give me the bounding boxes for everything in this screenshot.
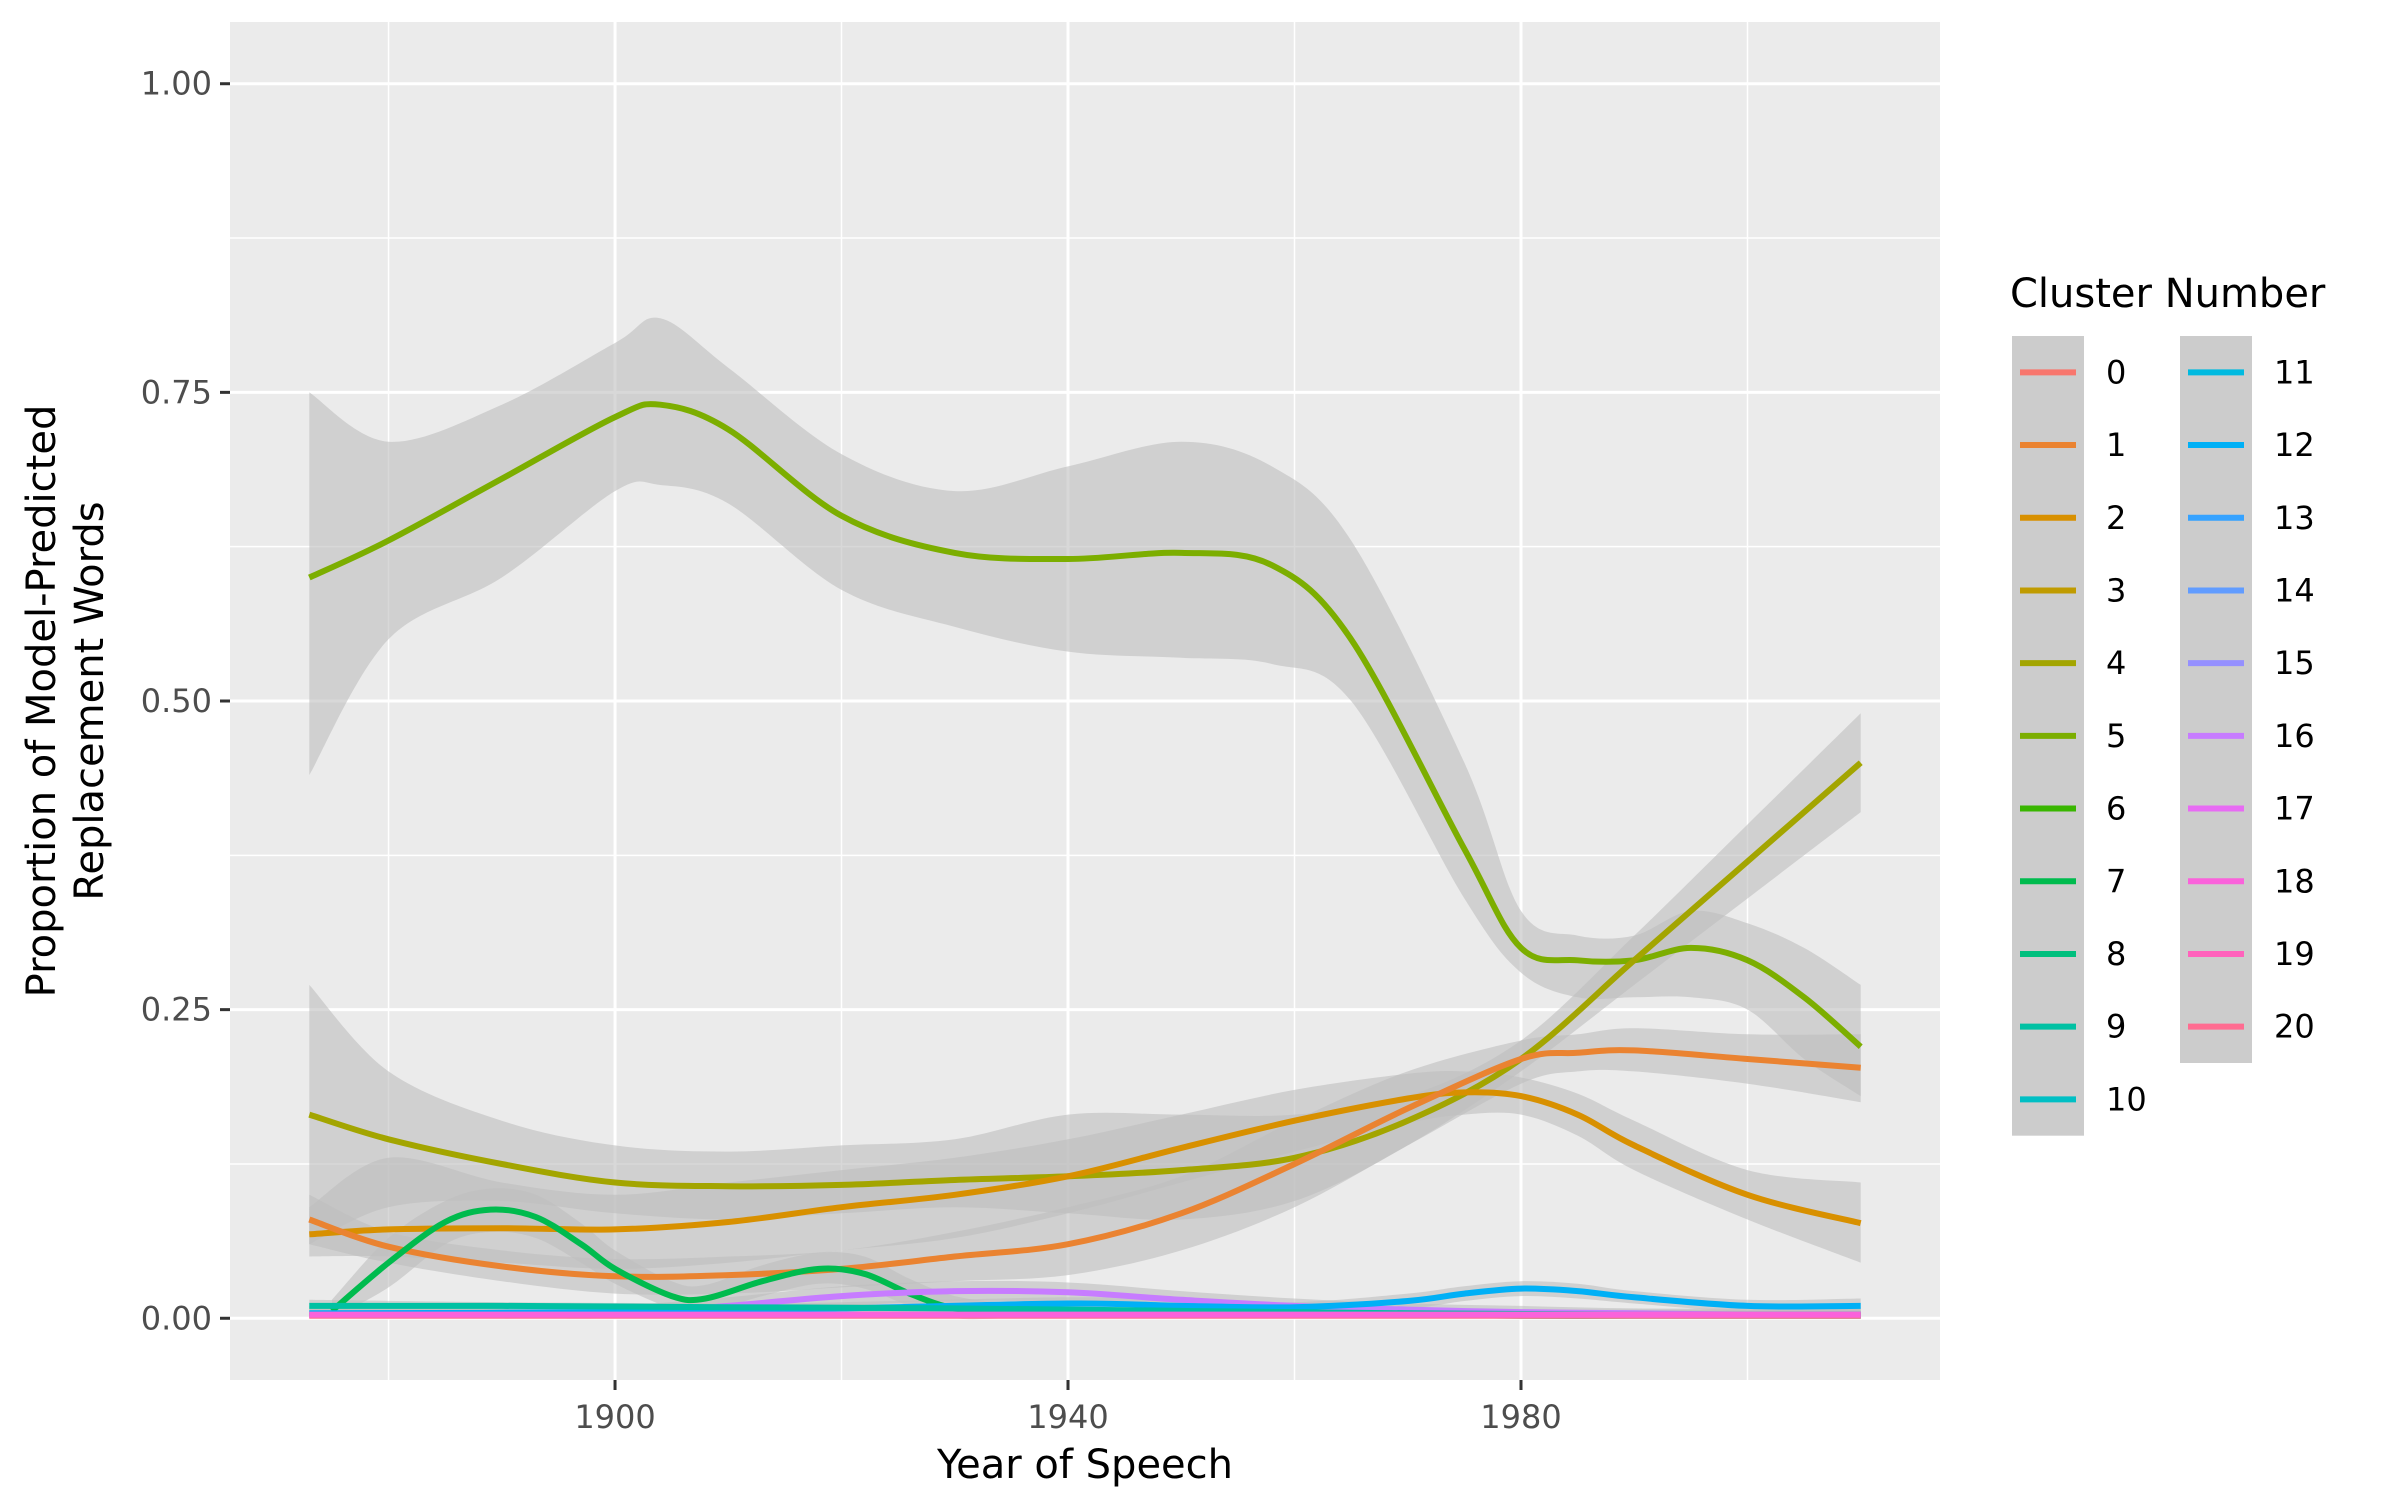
series-line-cluster-1 xyxy=(308,1047,1861,1280)
series-line-cluster-2 xyxy=(309,1089,1862,1238)
legend-label-17: 17 xyxy=(2274,790,2315,828)
legend-label-2: 2 xyxy=(2106,499,2126,537)
series-line-cluster-4 xyxy=(308,760,1863,1190)
legend-label-8: 8 xyxy=(2106,935,2126,973)
y-tick-label: 1.00 xyxy=(141,65,212,103)
legend-label-11: 11 xyxy=(2274,353,2315,391)
y-tick-label: 0.00 xyxy=(141,1299,212,1337)
x-axis-title: Year of Speech xyxy=(936,1442,1233,1488)
confidence-band-cluster-5 xyxy=(309,317,1861,1097)
legend-label-20: 20 xyxy=(2274,1008,2315,1046)
legend-label-0: 0 xyxy=(2106,353,2126,391)
series-line-cluster-5 xyxy=(308,401,1863,1049)
legend-label-9: 9 xyxy=(2106,1008,2126,1046)
legend-label-1: 1 xyxy=(2106,426,2126,464)
legend-label-18: 18 xyxy=(2274,862,2315,900)
legend-title: Cluster Number xyxy=(2010,271,2326,317)
axes: 0.00 0.25 0.50 0.75 1.00 1900 1940 1980 xyxy=(141,65,1562,1436)
legend-label-19: 19 xyxy=(2274,935,2315,973)
y-tick-label: 0.50 xyxy=(141,682,212,720)
x-tick-label: 1940 xyxy=(1027,1398,1108,1436)
legend-label-7: 7 xyxy=(2106,862,2126,900)
legend: Cluster Number 0123456789101112131415161… xyxy=(2010,271,2326,1136)
legend-key-background xyxy=(2180,336,2252,1063)
y-axis-title-line-1: Proportion of Model-Predicted xyxy=(19,405,65,998)
y-tick-label: 0.75 xyxy=(141,373,212,411)
series-line-cluster-12 xyxy=(309,1285,1861,1317)
legend-label-14: 14 xyxy=(2274,571,2315,609)
legend-label-15: 15 xyxy=(2274,644,2315,682)
confidence-band-cluster-7 xyxy=(331,1188,1861,1320)
y-axis-title-line-2: Replacement Words xyxy=(67,501,113,900)
legend-label-13: 13 xyxy=(2274,499,2315,537)
x-tick-label: 1980 xyxy=(1480,1398,1561,1436)
y-tick-label: 0.25 xyxy=(141,991,212,1029)
legend-label-3: 3 xyxy=(2106,571,2126,609)
legend-label-16: 16 xyxy=(2274,717,2315,755)
legend-label-6: 6 xyxy=(2106,790,2126,828)
legend-label-4: 4 xyxy=(2106,644,2126,682)
legend-label-5: 5 xyxy=(2106,717,2126,755)
legend-label-12: 12 xyxy=(2274,426,2315,464)
series-lines xyxy=(308,401,1863,1319)
legend-label-10: 10 xyxy=(2106,1080,2147,1118)
x-tick-label: 1900 xyxy=(574,1398,655,1436)
